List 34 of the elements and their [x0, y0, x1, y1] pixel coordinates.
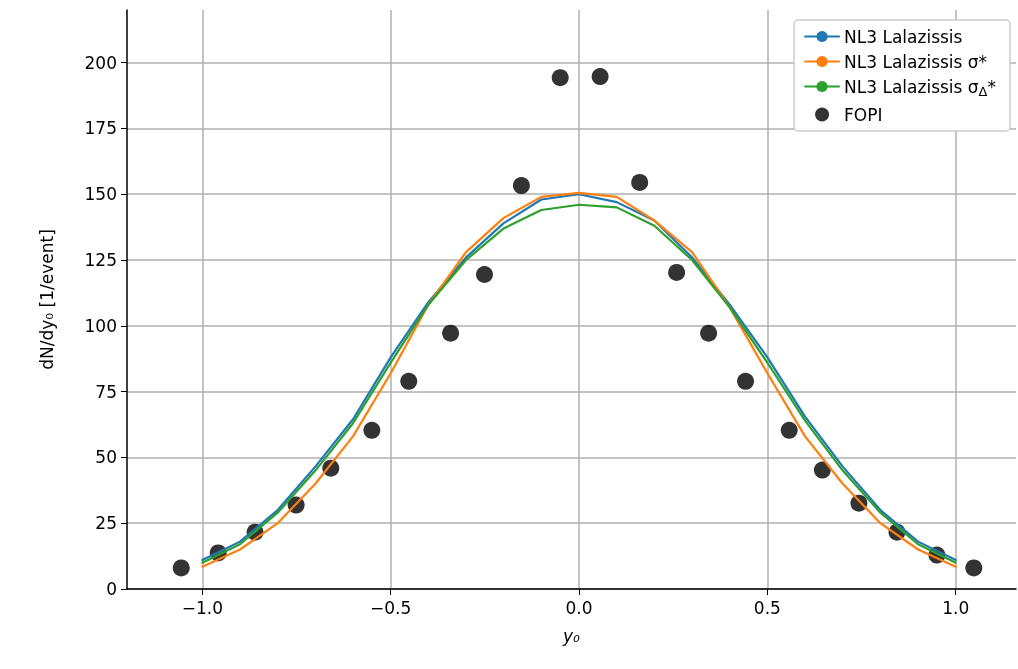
point	[700, 324, 718, 342]
y-tick-label: 0	[106, 579, 117, 599]
x-tick-label: −0.5	[370, 597, 412, 618]
y-tick-label: 200	[84, 52, 117, 73]
x-tick-label: 0.5	[753, 597, 781, 618]
legend-label: NL3 Lalazissis σ*	[844, 51, 988, 72]
y-tick-label: 100	[84, 315, 117, 336]
y-tick-label: 175	[84, 118, 117, 139]
point	[737, 372, 755, 390]
x-tick-label: −1.0	[181, 597, 223, 618]
point	[363, 421, 381, 439]
y-axis-title: dN/dy₀ [1/event]	[36, 229, 57, 370]
y-tick-label: 125	[84, 250, 117, 271]
point	[512, 177, 530, 195]
x-tick-label: 1.0	[942, 597, 970, 618]
point	[476, 266, 493, 283]
point	[442, 324, 460, 342]
legend-label: FOPI	[844, 104, 883, 125]
y-tick-label: 25	[95, 513, 117, 534]
point	[813, 461, 831, 479]
point	[631, 173, 649, 191]
point	[668, 263, 686, 281]
x-tick-label: 0.0	[565, 597, 593, 618]
point	[591, 68, 609, 86]
point	[551, 69, 569, 87]
point	[172, 559, 190, 577]
y-tick-label: 75	[95, 381, 117, 402]
point	[965, 559, 983, 577]
y-tick-label: 50	[95, 447, 117, 468]
x-axis-title: y₀	[562, 625, 581, 646]
point	[780, 421, 798, 439]
legend-label: NL3 Lalazissis	[844, 26, 963, 47]
point	[400, 372, 418, 390]
y-tick-label: 150	[84, 184, 117, 205]
